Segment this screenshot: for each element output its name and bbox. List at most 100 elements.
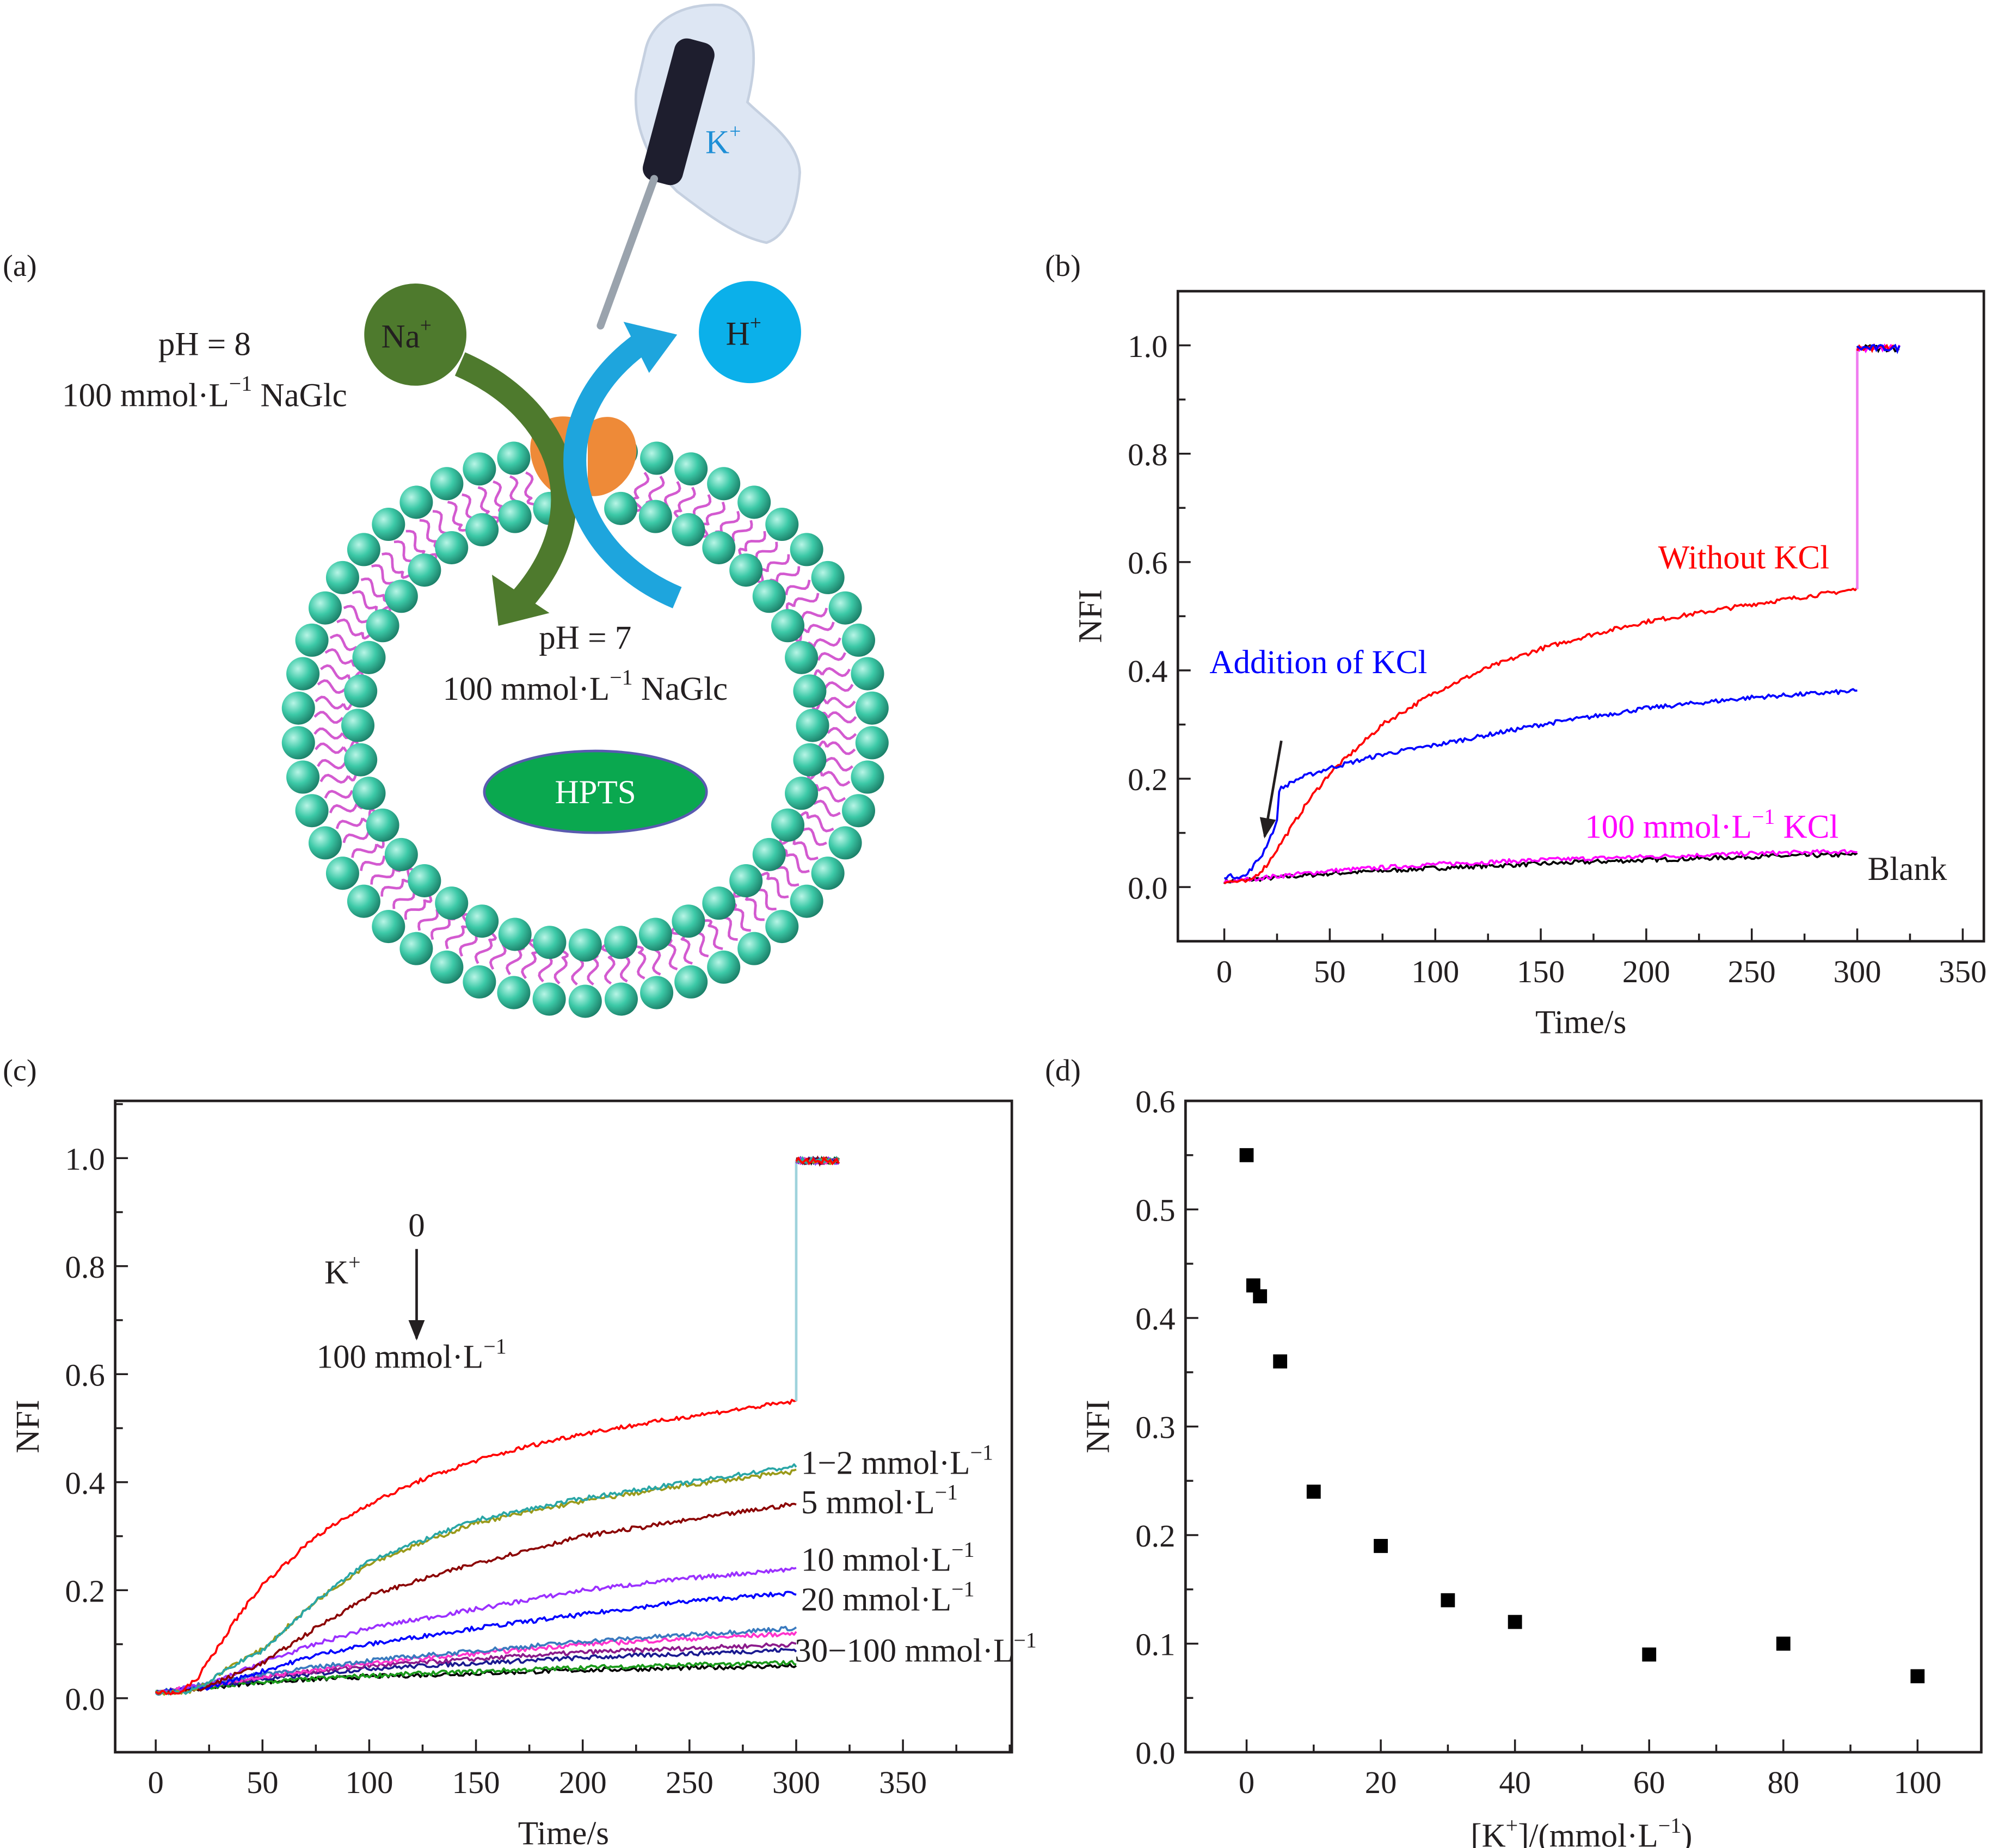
series-line bbox=[156, 1660, 797, 1695]
lipid-tail bbox=[430, 917, 451, 940]
lipid-head bbox=[408, 553, 441, 587]
y-axis-label: NFI bbox=[1080, 1400, 1117, 1453]
lipid-tail bbox=[382, 552, 403, 574]
lipid-head bbox=[828, 591, 862, 625]
lipid-head bbox=[785, 640, 819, 674]
inside-concentration: 100 mmol·L−1 NaGlc bbox=[442, 665, 728, 707]
y-tick-label: 0.1 bbox=[1135, 1627, 1175, 1662]
y-tick-label: 0.8 bbox=[65, 1249, 105, 1285]
data-point bbox=[1776, 1636, 1791, 1651]
series-line bbox=[1223, 849, 1857, 884]
annotation-blank: Blank bbox=[1868, 851, 1947, 888]
lipid-head bbox=[707, 950, 741, 984]
x-tick-label: 200 bbox=[1622, 954, 1670, 989]
series-line bbox=[155, 1502, 797, 1696]
series-line bbox=[155, 1468, 797, 1696]
lipid-head bbox=[435, 531, 469, 564]
lipid-tail bbox=[813, 637, 841, 648]
x-tick-label: 200 bbox=[559, 1765, 607, 1800]
lipid-tail bbox=[821, 667, 851, 677]
proton-label: H+ bbox=[726, 312, 761, 353]
lipid-tail bbox=[651, 947, 661, 976]
lipid-tail bbox=[756, 888, 777, 911]
series-line bbox=[155, 1399, 797, 1696]
lipid-head bbox=[281, 691, 315, 725]
x-tick-label: 80 bbox=[1767, 1765, 1799, 1800]
series-line bbox=[1224, 688, 1857, 880]
lipid-tail bbox=[827, 711, 857, 724]
lipid-head bbox=[672, 904, 705, 938]
lipid-head bbox=[286, 760, 320, 794]
lipid-tail bbox=[633, 472, 650, 500]
x-tick-label: 150 bbox=[1517, 954, 1565, 989]
lipid-head bbox=[811, 857, 845, 890]
x-tick-label: 50 bbox=[1314, 954, 1346, 989]
lipid-tail bbox=[827, 727, 857, 740]
lipid-tail bbox=[708, 924, 723, 950]
chart-d-nfi-vs-k-concentration: 0 20 40 60 80 100 0.0 0.1 0.2 0.3 0.4 0.5 0.6 NFI bbox=[1080, 1084, 1983, 1800]
y-tick-label: 0.2 bbox=[1135, 1518, 1175, 1554]
lipid-head bbox=[463, 452, 496, 486]
x-tick-label: 0 bbox=[1216, 954, 1232, 989]
lipid-head bbox=[372, 508, 405, 541]
label-10mm: 10 mmol·L−1 bbox=[801, 1537, 975, 1579]
x-tick-label: 250 bbox=[1728, 954, 1776, 989]
lipid-head bbox=[344, 743, 378, 777]
lipid-tail bbox=[317, 679, 347, 694]
lipid-tail bbox=[393, 540, 414, 563]
panel-label-a: (a) bbox=[3, 249, 37, 283]
lipid-head bbox=[384, 580, 418, 613]
lipid-tail bbox=[404, 899, 426, 920]
lipid-tail bbox=[680, 938, 693, 965]
lipid-head bbox=[325, 560, 359, 594]
x-tick-label: 50 bbox=[247, 1765, 279, 1800]
lipid-head bbox=[352, 777, 386, 810]
x-tick-label: 0 bbox=[1239, 1765, 1254, 1800]
x-tick-label: 100 bbox=[1411, 954, 1459, 989]
lipid-tail bbox=[477, 486, 490, 514]
series-line bbox=[155, 1647, 797, 1695]
lipid-head bbox=[702, 886, 736, 920]
x-axis-label-d: [K+]/(mmol·L−1) bbox=[1471, 1813, 1692, 1848]
lipid-head bbox=[729, 553, 763, 587]
lipid-head bbox=[785, 777, 819, 810]
x-tick-label: 300 bbox=[772, 1765, 820, 1800]
y-tick-label: 0.0 bbox=[1128, 870, 1167, 905]
lipid-head bbox=[793, 674, 827, 708]
lipid-tail bbox=[776, 866, 799, 887]
lipid-tail bbox=[807, 814, 834, 833]
lipid-tail bbox=[493, 480, 503, 508]
lipid-head bbox=[790, 533, 823, 566]
data-point bbox=[1306, 1484, 1321, 1499]
chart-c-nfi-vs-time-k-series: 0 50 100 150 200 250 300 350 0.0 0.2 0.4 0.6 0.8 1.0 N… bbox=[10, 1099, 1013, 1848]
lipid-head bbox=[430, 467, 464, 501]
annotation-100mm-kcl: 100 mmol·L−1 KCl bbox=[1585, 804, 1838, 846]
lipid-head bbox=[672, 513, 705, 546]
lipid-tail bbox=[766, 554, 790, 572]
panel-label-b: (b) bbox=[1045, 249, 1081, 283]
lipid-tail bbox=[571, 957, 584, 985]
calibration-plateau bbox=[795, 1156, 840, 1166]
proton-flux-arrow bbox=[563, 335, 682, 608]
y-tick-label: 0.5 bbox=[1135, 1193, 1175, 1228]
vesicle-schematic: Na+ H+ HPTS pH = 8 100 mmol·L−1 NaGlc pH… bbox=[62, 3, 889, 1018]
lipid-head bbox=[851, 760, 884, 794]
lipid-tail bbox=[553, 956, 568, 984]
lipid-tail bbox=[317, 759, 347, 770]
lipid-head bbox=[765, 508, 799, 541]
chart-b-nfi-vs-time: 0 50 100 150 200 250 300 350 0.0 0.2 0.4 0.6 0.8 1.0 N… bbox=[1072, 289, 1986, 1041]
lipid-head bbox=[841, 794, 876, 828]
lipid-head bbox=[707, 467, 741, 501]
lipid-tail bbox=[336, 618, 364, 637]
lipid-tail bbox=[505, 948, 522, 975]
y-tick-label: 0.0 bbox=[65, 1681, 105, 1717]
lipid-tail bbox=[731, 520, 753, 542]
lipid-head bbox=[435, 886, 469, 920]
data-point bbox=[1273, 1354, 1288, 1369]
lipid-tail bbox=[324, 790, 354, 799]
lipid-tail bbox=[692, 494, 712, 519]
y-tick-label: 0.6 bbox=[1128, 545, 1167, 581]
lipid-tail bbox=[807, 621, 835, 633]
lipid-head bbox=[408, 864, 441, 898]
x-tick-label: 0 bbox=[147, 1765, 163, 1800]
